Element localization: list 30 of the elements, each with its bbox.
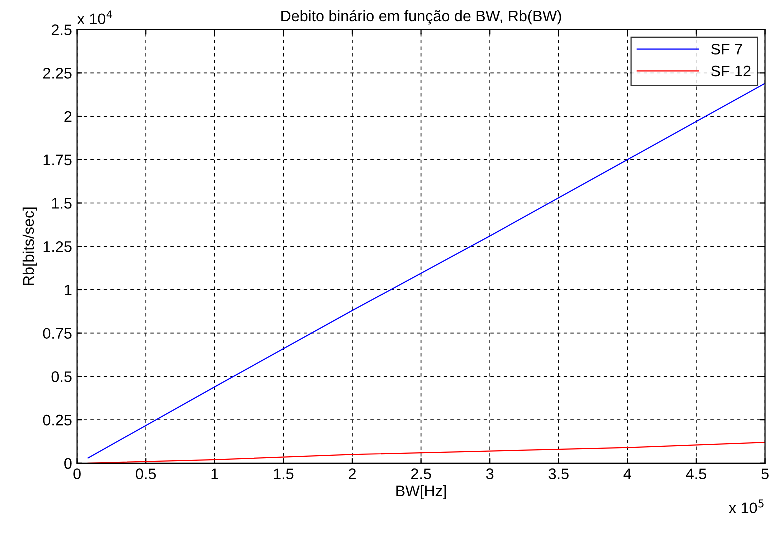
chart-title: Debito binário em função de BW, Rb(BW) — [282, 10, 562, 25]
y-tick-label: 2 — [64, 111, 72, 122]
x-tick-label: 2.5 — [411, 468, 432, 480]
line-series — [88, 83, 766, 459]
x-tick-label: 0.5 — [136, 468, 156, 480]
x-tick-label: 2 — [349, 468, 356, 480]
x-tick-label: 1.5 — [274, 468, 294, 480]
y-tick-label: 0.75 — [43, 328, 72, 340]
x-tick-label: 4 — [624, 468, 632, 480]
x-tick-label: 4.5 — [686, 468, 706, 480]
y-tick-label: 0 — [64, 458, 72, 470]
text: x 10$^{5}$ — [729, 500, 764, 514]
x-tick-label: 0 — [74, 468, 81, 480]
y-axis-title: Rb[bits/sec] — [22, 208, 38, 286]
x-tick-label: 1 — [212, 468, 218, 480]
y-tick-label: 1 — [65, 284, 72, 296]
y-tick-label: 1.75 — [44, 154, 72, 166]
y-tick-label: 0.5 — [52, 372, 72, 382]
y-tick-label: 1.25 — [44, 241, 72, 252]
y-tick-label: 2.5 — [52, 24, 72, 36]
x-tick-label: 3 — [486, 468, 494, 480]
x-tick-label: 3.5 — [548, 468, 569, 480]
y-tick-label: 1.5 — [52, 198, 72, 209]
y-tick-label: 0.25 — [43, 414, 72, 426]
legend-label: SF 7 — [711, 44, 742, 55]
x-tick-label: 5 — [762, 468, 769, 480]
text: x 10$^{4}$ — [77, 10, 113, 25]
y-tick-label: 2.25 — [43, 68, 72, 79]
legend-label: SF 12 — [711, 66, 751, 77]
x-axis-title: BW[Hz] — [396, 485, 446, 500]
